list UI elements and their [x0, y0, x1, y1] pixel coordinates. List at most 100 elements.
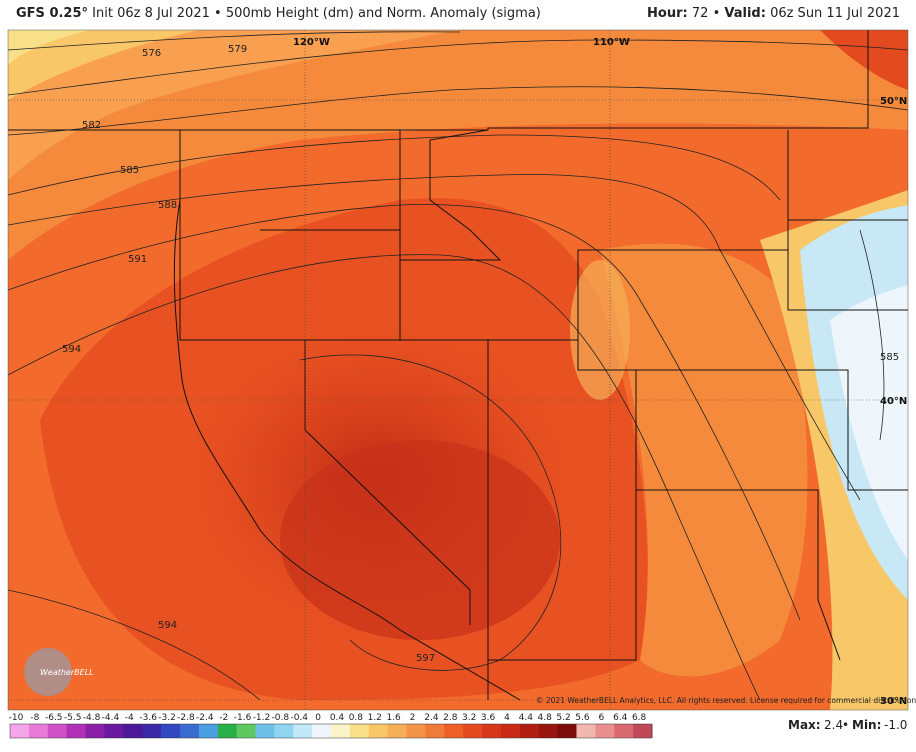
colorbar-swatch [633, 724, 653, 738]
grid-label: 40°N [880, 396, 907, 407]
colorbar-swatch [255, 724, 275, 738]
contour-label: 579 [228, 44, 247, 55]
colorbar-label: 4 [504, 713, 510, 723]
colorbar-swatch [104, 724, 124, 738]
colorbar-swatch [47, 724, 68, 738]
colorbar-swatch [482, 724, 502, 738]
colorbar-label: 6 [598, 713, 604, 723]
colorbar-label: 2 [410, 713, 416, 723]
copyright: © 2021 WeatherBELL Analytics, LLC. All r… [536, 696, 916, 705]
colorbar-label: 0 [315, 713, 321, 723]
contour-label: 597 [416, 653, 435, 664]
colorbar-label: -1.2 [253, 713, 271, 723]
colorbar-label: 1.2 [368, 713, 382, 723]
contours [8, 31, 908, 701]
colorbar-swatch [368, 724, 389, 738]
separator: • [214, 6, 222, 21]
colorbar-swatch [312, 724, 332, 738]
colorbar-label: 0.8 [349, 713, 364, 723]
colorbar-label: 1.6 [386, 713, 401, 723]
colorbar: -10 -8 -6.5 -5.5 -4.8 -4.4 -4 -3.6 -3.2 -2.8 -2.4-… [9, 713, 653, 739]
colorbar-swatch [331, 724, 351, 738]
separator: • [842, 718, 849, 732]
contour-label: 594 [158, 620, 177, 631]
map-frame [7, 29, 909, 711]
colorbar-swatch [217, 724, 238, 738]
grid-label: 110°W [593, 37, 630, 48]
colorbar-frame [9, 723, 653, 739]
graticule [8, 30, 908, 710]
colorbar-label: 3.6 [481, 713, 496, 723]
colorbar-swatch [10, 724, 30, 738]
colorbar-label: -0.8 [272, 713, 290, 723]
colorbar-label: -0.4 [290, 713, 308, 723]
colorbar-swatch [274, 724, 294, 738]
max-label: Max: [788, 718, 821, 732]
contour-label: 585 [120, 165, 139, 176]
colorbar-swatch [198, 724, 219, 738]
colorbar-label: -8 [30, 713, 39, 723]
logo-text: WeatherBELL [40, 668, 94, 677]
product: 500mb Height (dm) and Norm. Anomaly (sig… [225, 6, 541, 21]
grid-label: 120°W [293, 37, 330, 48]
colorbar-swatch [142, 724, 162, 738]
colorbar-label: -5.5 [64, 713, 82, 723]
contour-label: 594 [62, 344, 81, 355]
header-left: GFS 0.25° Init 06z 8 Jul 2021 • 500mb He… [16, 6, 541, 21]
colorbar-swatch [123, 724, 143, 738]
colorbar-swatch [179, 724, 200, 738]
colorbar-label: 3.2 [462, 713, 476, 723]
header-right: Hour: 72 • Valid: 06z Sun 11 Jul 2021 [647, 6, 900, 21]
grid-label: 30°N [880, 696, 907, 707]
colorbar-swatch [85, 724, 105, 738]
colorbar-swatch [236, 724, 256, 738]
logo: WeatherBELL [24, 648, 94, 696]
colorbar-label: 4.8 [538, 713, 553, 723]
colorbar-swatch [576, 724, 596, 738]
colorbar-swatch [500, 724, 521, 738]
colorbar-swatch [66, 724, 87, 738]
colorbar-swatch [538, 724, 559, 738]
min: -1.0 [884, 718, 907, 732]
contour-label: 576 [142, 48, 161, 59]
colorbar-swatch [595, 724, 615, 738]
colorbar-label: -6.5 [45, 713, 63, 723]
colorbar-swatch [293, 724, 313, 738]
colorbar-swatch [161, 724, 181, 738]
colorbar-label: -4.8 [83, 713, 101, 723]
map-field [8, 30, 908, 710]
contour-label: 585 [880, 352, 899, 363]
colorbar-label: -2.4 [196, 713, 214, 723]
colorbar-label: 4.4 [519, 713, 534, 723]
colorbar-label: -3.6 [139, 713, 157, 723]
colorbar-label: -4.4 [102, 713, 120, 723]
min-label: Min: [852, 718, 881, 732]
colorbar-label: -2 [219, 713, 228, 723]
grid-label: 50°N [880, 96, 907, 107]
colorbar-swatch [519, 724, 540, 738]
contour-label: 591 [128, 254, 147, 265]
colorbar-swatch [614, 724, 634, 738]
colorbar-label: 6.8 [632, 713, 647, 723]
contour-label: 582 [82, 120, 101, 131]
colorbar-label: -1.6 [234, 713, 252, 723]
init: Init 06z 8 Jul 2021 [92, 6, 210, 21]
colorbar-label: 5.6 [575, 713, 590, 723]
colorbar-swatch [425, 724, 445, 738]
contour-labels: 576 579 582 585 588 591 594 594 597 585 [62, 44, 899, 664]
max: 2.4 [824, 718, 843, 732]
hour: 72 [691, 6, 709, 21]
contour-label: 588 [158, 200, 177, 211]
colorbar-swatch [28, 724, 49, 738]
colorbar-swatch [444, 724, 464, 738]
hour-label: Hour: [647, 6, 688, 21]
valid-label: Valid: [724, 6, 766, 21]
colorbar-label: -2.8 [177, 713, 195, 723]
colorbar-label: 2.8 [443, 713, 458, 723]
colorbar-label: 2.4 [424, 713, 439, 723]
model: GFS 0.25° [16, 6, 89, 21]
colorbar-swatch [349, 724, 370, 738]
colorbar-swatch [387, 724, 408, 738]
